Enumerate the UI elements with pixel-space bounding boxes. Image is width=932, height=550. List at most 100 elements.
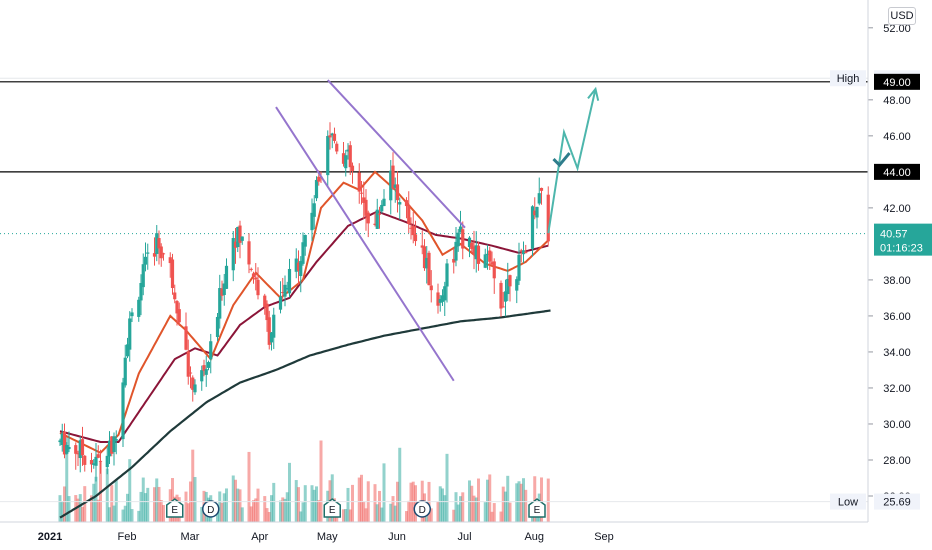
candle[interactable] [206, 360, 211, 371]
candle[interactable] [247, 233, 251, 274]
candle[interactable] [287, 258, 292, 298]
candle[interactable] [440, 289, 445, 307]
candle[interactable] [488, 246, 492, 271]
candle[interactable] [456, 229, 460, 252]
candle[interactable] [506, 262, 510, 301]
candle[interactable] [310, 198, 314, 241]
candle[interactable] [141, 253, 145, 296]
candle[interactable] [501, 292, 505, 308]
candle[interactable] [62, 423, 67, 459]
horizontal-levels[interactable] [0, 81, 868, 235]
candle[interactable] [350, 162, 355, 184]
candle[interactable] [191, 375, 195, 402]
candle[interactable] [344, 149, 348, 177]
candle[interactable] [269, 331, 274, 351]
candle[interactable] [222, 273, 226, 306]
candle[interactable] [425, 246, 429, 284]
candle[interactable] [193, 379, 197, 395]
candle[interactable] [175, 300, 179, 326]
candle[interactable] [263, 293, 267, 315]
candle[interactable] [83, 455, 87, 472]
candle[interactable] [364, 189, 368, 231]
candle[interactable] [301, 232, 305, 266]
candle[interactable] [483, 248, 487, 269]
candle[interactable] [521, 241, 526, 264]
candle[interactable] [389, 160, 393, 215]
candles[interactable] [58, 122, 550, 482]
candle[interactable] [186, 339, 190, 385]
candle[interactable] [209, 333, 213, 374]
candle[interactable] [281, 277, 285, 300]
candle[interactable] [107, 431, 112, 464]
candle[interactable] [114, 430, 118, 455]
candle[interactable] [96, 445, 100, 459]
candle[interactable] [445, 258, 449, 303]
candle[interactable] [188, 366, 193, 389]
candle[interactable] [256, 267, 260, 300]
candle[interactable] [377, 206, 382, 229]
candle[interactable] [499, 280, 503, 317]
candle[interactable] [299, 256, 303, 293]
candle[interactable] [177, 302, 181, 326]
candle[interactable] [312, 195, 316, 230]
dividend-marker[interactable]: D [413, 500, 431, 518]
candle[interactable] [452, 247, 456, 274]
candle[interactable] [94, 442, 98, 482]
candle[interactable] [152, 237, 157, 266]
candle[interactable] [60, 423, 64, 452]
candle[interactable] [168, 252, 172, 278]
candle[interactable] [215, 312, 220, 341]
candle[interactable] [161, 252, 166, 261]
candle[interactable] [485, 244, 490, 270]
projection-path[interactable] [547, 88, 597, 234]
candle[interactable] [476, 242, 481, 271]
candle[interactable] [303, 234, 307, 256]
candle[interactable] [524, 244, 528, 254]
candle[interactable] [285, 281, 289, 291]
candle[interactable] [128, 311, 132, 362]
candle[interactable] [89, 452, 94, 473]
candle[interactable] [238, 220, 242, 259]
candle[interactable] [200, 365, 204, 391]
candle[interactable] [330, 132, 334, 149]
candle[interactable] [121, 377, 125, 448]
candle[interactable] [391, 152, 395, 190]
candle[interactable] [326, 130, 330, 187]
candle[interactable] [265, 300, 269, 332]
candle[interactable] [170, 253, 175, 295]
channel-line[interactable] [275, 106, 455, 382]
candle[interactable] [80, 426, 85, 466]
candle[interactable] [328, 122, 332, 150]
candle[interactable] [314, 176, 319, 202]
candle[interactable] [294, 248, 298, 279]
candle[interactable] [78, 436, 82, 473]
candle[interactable] [413, 220, 418, 246]
candle[interactable] [474, 231, 478, 273]
candle[interactable] [272, 307, 276, 350]
candle[interactable] [335, 141, 339, 155]
candle[interactable] [438, 295, 442, 312]
candle[interactable] [92, 459, 96, 469]
candle[interactable] [375, 198, 379, 229]
candle[interactable] [98, 449, 103, 474]
drawings[interactable] [275, 79, 600, 382]
candle[interactable] [409, 217, 413, 240]
channel-line[interactable] [327, 79, 466, 229]
candle[interactable] [184, 312, 188, 351]
candle[interactable] [380, 200, 384, 214]
candle[interactable] [218, 274, 222, 329]
candle[interactable] [362, 181, 366, 219]
candle[interactable] [267, 310, 271, 350]
candle[interactable] [490, 251, 494, 266]
candle[interactable] [535, 206, 539, 229]
candle[interactable] [472, 230, 476, 270]
candle[interactable] [110, 436, 114, 457]
candle[interactable] [519, 248, 523, 263]
candle[interactable] [382, 189, 386, 207]
candle[interactable] [404, 197, 409, 219]
candle[interactable] [130, 308, 134, 322]
candle[interactable] [422, 239, 427, 271]
candle[interactable] [533, 197, 537, 220]
candle[interactable] [341, 142, 346, 167]
